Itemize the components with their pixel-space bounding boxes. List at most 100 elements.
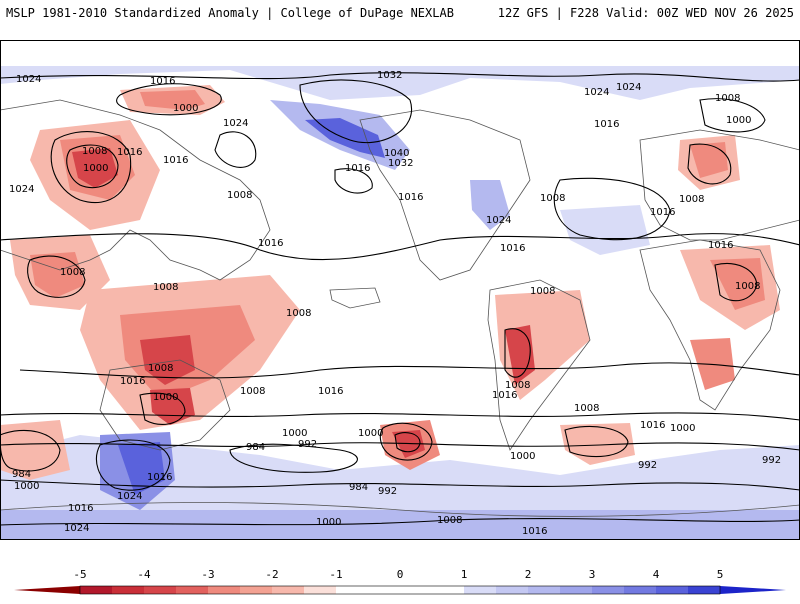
isobar-label: 1024 — [117, 491, 142, 502]
asia-coastline — [0, 99, 271, 281]
colorbar-tick-label: 4 — [653, 568, 660, 581]
isobar-southern-1000 — [0, 442, 800, 451]
isobar-label: 1008 — [735, 281, 760, 292]
isobar-southern-1008 — [0, 412, 800, 421]
isobar-label: 1000 — [83, 163, 108, 174]
colorbar-outline — [79, 585, 721, 595]
isobar-label: 1008 — [505, 380, 530, 391]
isobar-scandinavia — [699, 98, 766, 133]
isobar-label: 1008 — [286, 308, 311, 319]
east-us-anomaly — [470, 180, 510, 230]
isobar-labels: 1024 1016 1000 1032 1024 1008 1024 1000 … — [9, 70, 781, 537]
coastlines — [0, 99, 800, 517]
isobar-south-pacific-low — [379, 422, 433, 461]
isobar-label: 1000 — [282, 428, 307, 439]
colorbar: -5 -4 -3 -2 -1 0 1 2 3 4 5 — [14, 568, 786, 595]
colorbar-swatch — [176, 586, 208, 594]
isobar-label: 992 — [762, 455, 781, 466]
colorbar-swatch — [464, 586, 496, 594]
isobar-southern-1016 — [0, 518, 800, 526]
colorbar-legend: -5 -4 -3 -2 -1 0 1 2 3 4 5 — [0, 566, 800, 600]
isobar-label: 992 — [638, 460, 657, 471]
isobar-label: 1016 — [650, 207, 675, 218]
colorbar-min-arrow — [14, 586, 80, 594]
isobar-label: 1016 — [150, 76, 175, 87]
isobar-label: 1016 — [68, 503, 93, 514]
andes-low-core — [505, 325, 535, 385]
colorbar-swatch — [304, 586, 336, 594]
africa-coastline — [639, 239, 781, 411]
colorbar-swatch — [528, 586, 560, 594]
north-america-coastline — [359, 109, 531, 281]
colorbar-neutral-swatch — [336, 586, 464, 594]
isobar-label: 1008 — [574, 403, 599, 414]
isobar-south-pacific-high — [96, 439, 171, 491]
antarctica-coastline — [0, 502, 800, 517]
isobar-siberia-inner — [66, 144, 119, 189]
south-pacific-anomaly-core — [118, 442, 165, 495]
isobar-label: 1000 — [14, 481, 39, 492]
colorbar-tick-label: -2 — [265, 568, 278, 581]
colorbar-tick-label: -1 — [329, 568, 342, 581]
isobar-label: 1024 — [16, 74, 41, 85]
isobars — [0, 72, 800, 526]
colorbar-swatch — [80, 586, 112, 594]
colorbar-swatch — [656, 586, 688, 594]
colorbar-tick-label: 1 — [461, 568, 468, 581]
india-low-core — [30, 252, 85, 298]
isobar-label: 1024 — [486, 215, 511, 226]
australia-coastline — [99, 359, 231, 451]
aleutian-low-core — [140, 90, 205, 110]
anomaly-map: 1024 1016 1000 1032 1024 1008 1024 1000 … — [0, 40, 800, 540]
colorbar-swatches — [14, 585, 786, 595]
isobar-label: 984 — [246, 442, 265, 453]
isobar-australia-low — [139, 392, 186, 425]
isobar-label: 1032 — [388, 158, 413, 169]
isobar-label: 1024 — [9, 184, 34, 195]
isobar-gulf-alaska — [334, 168, 373, 194]
colorbar-tick-label: -4 — [137, 568, 151, 581]
isobar-label: 992 — [298, 439, 317, 450]
isobar-midlatitude — [0, 233, 800, 261]
isobar-alaska-high — [299, 79, 413, 144]
isobar-southern-low-992 — [229, 443, 358, 473]
colorbar-swatch — [272, 586, 304, 594]
isobar-label: 1016 — [500, 243, 525, 254]
isobar-label: 1016 — [522, 526, 547, 537]
isobar-europe-low — [687, 143, 732, 185]
colorbar-tick-label: 0 — [397, 568, 404, 581]
isobar-label: 1000 — [316, 517, 341, 528]
isobar-siberia-low — [50, 131, 132, 204]
isobar-label: 1016 — [640, 420, 665, 431]
pacific-islands-coastline — [329, 287, 381, 309]
colorbar-swatch — [688, 586, 720, 594]
colorbar-tick-label: 5 — [717, 568, 724, 581]
colorbar-swatch — [240, 586, 272, 594]
siberia-low-core — [72, 148, 118, 188]
colorbar-swatch — [208, 586, 240, 594]
isobar-label: 1016 — [594, 119, 619, 130]
isobar-label: 1016 — [163, 155, 188, 166]
isobar-label: 1024 — [616, 82, 641, 93]
isobar-label: 992 — [378, 486, 397, 497]
isobar-label: 1008 — [437, 515, 462, 526]
north-atlantic-anomaly — [560, 205, 650, 255]
isobar-label: 1008 — [715, 93, 740, 104]
isobar-label: 1000 — [726, 115, 751, 126]
isobar-label: 1040 — [384, 148, 409, 159]
isobar-label: 1016 — [117, 147, 142, 158]
isobar-africa-low — [714, 263, 758, 302]
south-indian-low-anomaly — [0, 420, 70, 480]
colorbar-swatch — [112, 586, 144, 594]
colorbar-swatch — [560, 586, 592, 594]
isobar-label: 1016 — [398, 192, 423, 203]
isobar-label: 1008 — [153, 282, 178, 293]
isobar-label: 1008 — [227, 190, 252, 201]
isobar-label: 1000 — [670, 423, 695, 434]
colorbar-tick-label: -5 — [73, 568, 86, 581]
colorbar-swatch — [624, 586, 656, 594]
map-panel: 1024 1016 1000 1032 1024 1008 1024 1000 … — [0, 40, 800, 540]
isobar-label: 1016 — [147, 472, 172, 483]
isobar-label: 1032 — [377, 70, 402, 81]
colorbar-swatch — [144, 586, 176, 594]
